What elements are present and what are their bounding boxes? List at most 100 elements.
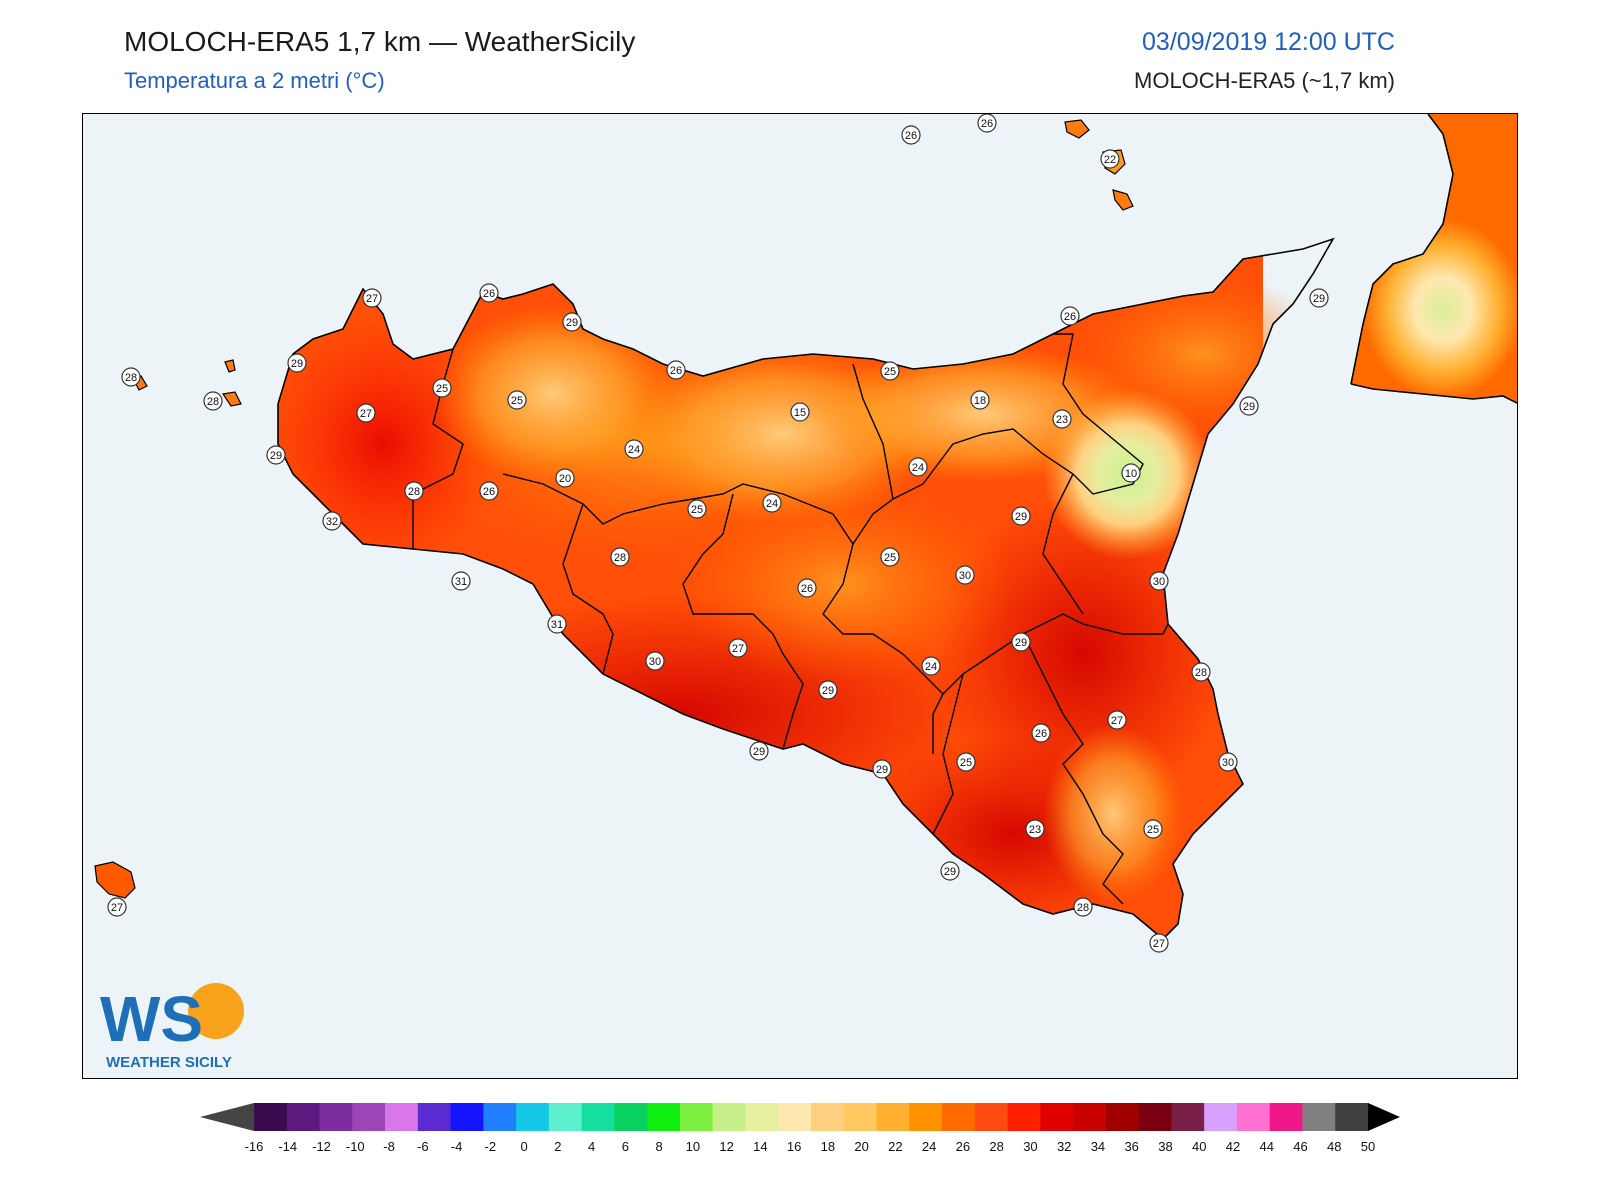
map-title: MOLOCH-ERA5 1,7 km — WeatherSicily xyxy=(124,26,636,57)
colorbar-swatch xyxy=(286,1103,321,1131)
station-marker: 27 xyxy=(728,638,748,658)
colorbar-swatch xyxy=(385,1103,419,1131)
colorbar-swatch xyxy=(1073,1103,1107,1131)
station-circle xyxy=(555,468,575,488)
colorbar-swatch xyxy=(1171,1103,1205,1131)
colorbar-swatch xyxy=(516,1103,550,1131)
station-value: 28 xyxy=(614,552,626,564)
station-circle xyxy=(432,378,452,398)
station-marker: 30 xyxy=(1149,571,1169,591)
station-value: 25 xyxy=(691,504,703,516)
station-value: 30 xyxy=(649,656,661,668)
colorbar-swatch xyxy=(778,1103,812,1131)
province-borders xyxy=(412,333,1169,905)
colorbar-tick-label: 12 xyxy=(719,1139,733,1154)
colorbar-tick-label: 26 xyxy=(956,1139,970,1154)
station-circle xyxy=(562,312,582,332)
logo-caption: WEATHER SICILY xyxy=(106,1054,232,1071)
colorbar-tick-label: 10 xyxy=(686,1139,700,1154)
station-circle xyxy=(1011,632,1031,652)
station-circle xyxy=(362,288,382,308)
colorbar-swatch xyxy=(1269,1103,1304,1131)
station-circle xyxy=(1107,710,1127,730)
station-marker: 28 xyxy=(610,547,630,567)
station-marker: 23 xyxy=(1052,409,1072,429)
colorbar-swatch xyxy=(974,1103,1009,1131)
colorbar-tick-label: 20 xyxy=(854,1139,868,1154)
colorbar-tick-label: 30 xyxy=(1023,1139,1037,1154)
station-value: 32 xyxy=(326,516,338,528)
station-value: 28 xyxy=(207,396,219,408)
colorbar-tick-label: 14 xyxy=(753,1139,767,1154)
station-marker: 24 xyxy=(762,493,782,513)
station-circle xyxy=(749,741,769,761)
station-marker: 23 xyxy=(1025,819,1045,839)
colorbar-tick-label: 44 xyxy=(1259,1139,1273,1154)
station-marker: 26 xyxy=(901,125,921,145)
colorbar-swatch xyxy=(811,1103,845,1131)
station-value: 23 xyxy=(1029,824,1041,836)
station-marker: 29 xyxy=(287,353,307,373)
station-marker: 28 xyxy=(1191,662,1211,682)
station-value: 28 xyxy=(1195,667,1207,679)
station-circle xyxy=(322,511,342,531)
station-circle xyxy=(1073,897,1093,917)
station-value: 25 xyxy=(884,552,896,564)
station-marker: 30 xyxy=(1218,752,1238,772)
station-circle xyxy=(921,656,941,676)
station-marker: 25 xyxy=(1143,819,1163,839)
station-marker: 10 xyxy=(1121,463,1141,483)
station-value: 30 xyxy=(1153,576,1165,588)
station-marker: 25 xyxy=(432,378,452,398)
station-value: 28 xyxy=(408,486,420,498)
station-value: 26 xyxy=(670,365,682,377)
station-value: 15 xyxy=(794,407,806,419)
station-marker: 29 xyxy=(1239,396,1259,416)
temperature-map: 26 26 22 27 26 29 29 28 28 25 25 27 26 25 26 29 15 18 23 29… xyxy=(82,113,1518,1079)
station-marker: 29 xyxy=(749,741,769,761)
station-marker: 31 xyxy=(451,571,471,591)
colorbar-tick-label: 22 xyxy=(888,1139,902,1154)
station-circle xyxy=(1309,288,1329,308)
colorbar-swatch xyxy=(1138,1103,1173,1131)
station-marker: 26 xyxy=(977,114,997,133)
colorbar-swatch xyxy=(1236,1103,1271,1131)
station-value: 10 xyxy=(1125,468,1137,480)
colorbar-tick-label: -14 xyxy=(278,1139,297,1154)
station-marker: 26 xyxy=(666,360,686,380)
station-value: 26 xyxy=(905,130,917,142)
colorbar-swatch xyxy=(1007,1103,1041,1131)
small-islands xyxy=(94,119,1134,899)
station-circle xyxy=(610,547,630,567)
colorbar-tick-label: -10 xyxy=(346,1139,365,1154)
station-value: 24 xyxy=(766,498,778,510)
station-circle xyxy=(203,391,223,411)
colorbar-tick-label: -12 xyxy=(312,1139,331,1154)
station-value: 29 xyxy=(1313,293,1325,305)
station-circle xyxy=(451,571,471,591)
station-value: 26 xyxy=(801,583,813,595)
colorbar-tick-label: 18 xyxy=(821,1139,835,1154)
station-circle xyxy=(266,445,286,465)
station-circle xyxy=(797,578,817,598)
station-circle xyxy=(790,402,810,422)
station-marker: 20 xyxy=(555,468,575,488)
station-marker: 26 xyxy=(479,283,499,303)
colorbar-tick-label: 24 xyxy=(922,1139,936,1154)
colorbar-swatch xyxy=(450,1103,484,1131)
temperature-colorbar: -16 -14 -12 -10 -8 -6 -4 -2 0 2 4 6 8 10 12 14 16 18 20 22 2… xyxy=(200,1103,1400,1154)
colorbar-tick-label: 48 xyxy=(1327,1139,1341,1154)
logo-letters: WS xyxy=(100,983,203,1055)
station-marker: 24 xyxy=(908,457,928,477)
station-value: 29 xyxy=(270,450,282,462)
station-marker: 29 xyxy=(872,759,892,779)
colorbar-swatch xyxy=(352,1103,386,1131)
colorbar-swatch xyxy=(548,1103,583,1131)
station-value: 27 xyxy=(366,293,378,305)
map-canvas: 26 26 22 27 26 29 29 28 28 25 25 27 26 25 26 29 15 18 23 29… xyxy=(83,114,1517,1078)
station-marker: 27 xyxy=(362,288,382,308)
colorbar-labels: -16 -14 -12 -10 -8 -6 -4 -2 0 2 4 6 8 10 12 14 16 18 20 22 2… xyxy=(245,1139,1376,1154)
station-marker: 27 xyxy=(107,897,127,917)
station-value: 27 xyxy=(360,408,372,420)
station-marker: 27 xyxy=(356,403,376,423)
